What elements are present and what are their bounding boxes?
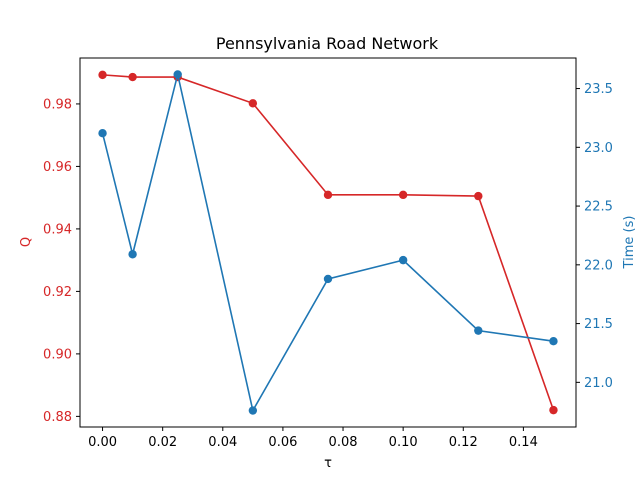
- x-tick-label: 0.06: [268, 435, 297, 450]
- time-data-point: [398, 255, 408, 265]
- x-axis: 0.00 0.02 0.04 0.06 0.08 0.10 0.12 0.14: [88, 427, 538, 450]
- q-data-point: [323, 190, 333, 200]
- left-y-tick-label: 0.92: [43, 285, 72, 300]
- q-data-point: [98, 70, 107, 80]
- time-data-point: [128, 250, 137, 259]
- time-series-line: [101, 74, 554, 413]
- right-y-tick-label: 22.0: [584, 258, 613, 273]
- q-data-point: [549, 405, 558, 415]
- right-y-axis: 21.0 21.5 22.0 22.5 23.0 23.5: [576, 82, 613, 391]
- left-axis-title: Q: [19, 237, 34, 247]
- q-data-point: [474, 191, 483, 201]
- left-y-tick-label: 0.88: [43, 410, 72, 425]
- x-tick-label: 0.14: [509, 435, 538, 450]
- time-data-point: [98, 129, 107, 138]
- chart-title: Pennsylvania Road Network: [216, 34, 439, 53]
- time-data-point: [323, 274, 333, 284]
- time-data-point: [173, 70, 182, 79]
- x-tick-label: 0.08: [329, 435, 358, 450]
- x-axis-title: τ: [324, 456, 332, 471]
- time-data-point: [549, 337, 558, 346]
- time-data-point: [248, 406, 258, 415]
- left-y-tick-label: 0.94: [43, 222, 72, 237]
- left-y-tick-label: 0.96: [43, 160, 72, 175]
- left-y-tick-label: 0.90: [43, 347, 72, 362]
- right-y-tick-label: 21.5: [584, 317, 613, 332]
- time-data-point: [474, 326, 483, 335]
- right-y-tick-label: 23.0: [584, 141, 613, 156]
- series-layer: [98, 70, 558, 415]
- q-data-point: [398, 190, 408, 200]
- x-tick-label: 0.12: [449, 435, 478, 450]
- left-y-tick-label: 0.98: [43, 97, 72, 112]
- plot-frame: [79, 57, 577, 428]
- right-y-tick-label: 23.5: [584, 82, 613, 97]
- x-tick-label: 0.04: [208, 435, 237, 450]
- right-axis-title: Time (s): [622, 216, 637, 270]
- x-tick-label: 0.02: [148, 435, 177, 450]
- q-data-point: [128, 72, 137, 82]
- left-y-axis: 0.88 0.90 0.92 0.94 0.96 0.98: [43, 97, 80, 425]
- x-tick-label: 0.00: [88, 435, 117, 450]
- x-tick-label: 0.10: [389, 435, 418, 450]
- right-y-tick-label: 21.0: [584, 376, 613, 391]
- right-y-tick-label: 22.5: [584, 200, 613, 215]
- q-data-point: [248, 99, 258, 108]
- q-series-line: [102, 74, 555, 411]
